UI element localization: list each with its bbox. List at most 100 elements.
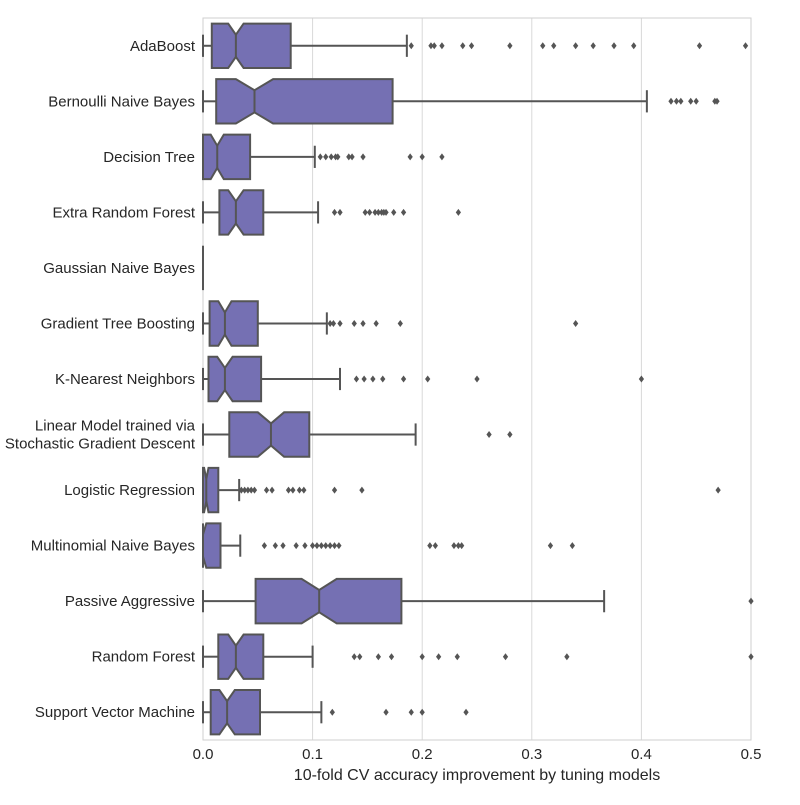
x-tick-label: 0.4: [631, 746, 652, 763]
outlier-point: [351, 319, 357, 327]
box-group: [202, 300, 579, 347]
box-group: [202, 133, 445, 181]
outlier-point: [351, 653, 357, 661]
outlier-point: [383, 708, 389, 716]
outlier-point: [349, 153, 355, 161]
category-label: Passive Aggressive: [65, 593, 195, 610]
outlier-point: [611, 42, 617, 50]
outlier-point: [425, 375, 431, 383]
box-group: [202, 689, 469, 736]
outlier-point: [327, 542, 333, 550]
outlier-point: [693, 97, 699, 105]
box-group: [202, 633, 754, 680]
outlier-point: [463, 708, 469, 716]
outlier-point: [261, 542, 268, 550]
outlier-point: [400, 375, 407, 383]
outlier-point: [486, 431, 492, 439]
category-label: Stochastic Gradient Descent: [5, 436, 196, 453]
box: [228, 411, 311, 458]
box-group: [202, 78, 720, 125]
x-tick-label: 0.0: [193, 746, 214, 763]
outlier-point: [375, 208, 381, 216]
outlier-point: [573, 319, 579, 327]
box: [207, 355, 263, 403]
outlier-point: [337, 319, 343, 327]
x-tick-label: 0.5: [741, 746, 762, 763]
outlier-point: [372, 208, 378, 216]
outlier-point: [357, 653, 363, 661]
category-label: Extra Random Forest: [52, 204, 195, 221]
x-axis-title: 10-fold CV accuracy improvement by tunin…: [294, 767, 660, 784]
outlier-point: [328, 153, 334, 161]
outlier-point: [748, 653, 754, 661]
outlier-point: [380, 375, 386, 383]
box: [210, 22, 292, 69]
outlier-point: [419, 153, 425, 161]
outlier-point: [573, 42, 579, 50]
outlier-point: [327, 319, 333, 327]
outlier-point: [714, 97, 720, 105]
x-tick-labels: 0.0 0.1 0.2 0.3 0.4 0.5: [193, 746, 762, 763]
outlier-point: [314, 542, 320, 550]
box: [254, 577, 403, 625]
x-tick-label: 0.1: [302, 746, 323, 763]
box-group: [202, 189, 461, 236]
outlier-point: [272, 542, 278, 550]
outlier-point: [370, 375, 376, 383]
outlier-point: [427, 542, 433, 550]
outlier-point: [397, 319, 403, 327]
outlier-point: [331, 208, 338, 216]
category-label: AdaBoost: [130, 38, 196, 55]
outlier-point: [269, 486, 275, 494]
outlier-point: [439, 153, 445, 161]
box: [217, 633, 265, 680]
outlier-point: [431, 42, 437, 50]
outlier-point: [688, 97, 694, 105]
outlier-point: [296, 486, 303, 494]
box-layer: [202, 22, 754, 736]
box-group: [202, 466, 721, 514]
outlier-point: [748, 597, 754, 605]
category-labels: AdaBoost Bernoulli Naive Bayes Decision Tr…: [5, 38, 196, 721]
outlier-point: [468, 42, 475, 50]
outlier-point: [439, 42, 445, 50]
category-label: Random Forest: [92, 649, 196, 666]
outlier-point: [318, 542, 324, 550]
outlier-point: [238, 486, 244, 494]
outlier-point: [436, 653, 442, 661]
outlier-point: [360, 319, 366, 327]
outlier-point: [301, 486, 307, 494]
outlier-point: [245, 486, 251, 494]
category-label: Linear Model trained via: [35, 418, 196, 435]
category-label: Multinomial Naive Bayes: [31, 538, 195, 555]
outlier-point: [353, 375, 360, 383]
outlier-point: [564, 653, 570, 661]
outlier-point: [673, 97, 680, 105]
outlier-point: [638, 375, 645, 383]
category-label: Gaussian Naive Bayes: [43, 260, 195, 277]
category-label: Logistic Regression: [64, 482, 195, 499]
outlier-point: [408, 708, 414, 716]
outlier-point: [285, 486, 292, 494]
box: [209, 689, 261, 736]
box: [208, 300, 259, 347]
outlier-point: [293, 542, 299, 550]
outlier-point: [391, 208, 397, 216]
outlier-point: [329, 708, 335, 716]
outlier-point: [460, 42, 466, 50]
box-group: [202, 522, 575, 569]
outlier-point: [337, 208, 343, 216]
outlier-point: [302, 542, 308, 550]
outlier-point: [419, 708, 425, 716]
outlier-point: [474, 375, 480, 383]
outlier-point: [569, 542, 575, 550]
outlier-point: [242, 486, 248, 494]
outlier-point: [696, 42, 703, 50]
outlier-point: [455, 208, 461, 216]
outlier-point: [419, 653, 425, 661]
outlier-point: [336, 542, 342, 550]
outlier-point: [454, 653, 460, 661]
category-label: K-Nearest Neighbors: [55, 371, 195, 388]
outlier-point: [323, 542, 329, 550]
